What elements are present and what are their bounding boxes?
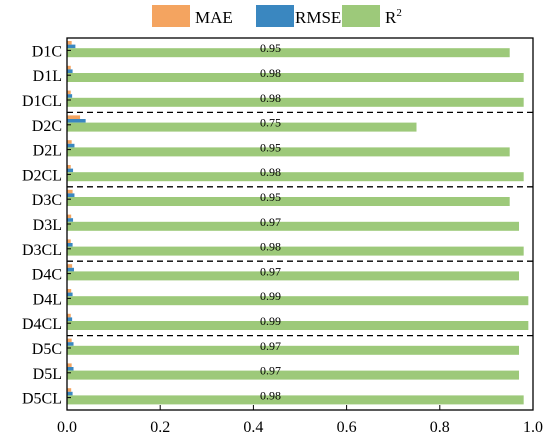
- y-tick-label-D3CL: D3CL: [22, 242, 62, 259]
- bar-r2-D5L: [67, 370, 520, 380]
- y-tick-label-D3L: D3L: [33, 217, 62, 234]
- x-tick-label-0.8: 0.8: [430, 419, 450, 436]
- bar-r2-D3L: [67, 221, 520, 231]
- x-tick-label-0.6: 0.6: [337, 419, 357, 436]
- data-label-D3L: 0.97: [260, 215, 281, 229]
- data-label-D4L: 0.99: [260, 289, 281, 303]
- bar-rmse-D2CL: [67, 168, 74, 173]
- bar-r2-D4CL: [67, 321, 529, 330]
- legend-label-rmse: RMSE: [295, 8, 341, 27]
- bar-rmse-D1C: [67, 44, 76, 49]
- bar-mae-D4CL: [67, 313, 71, 318]
- bar-rmse-D3L: [67, 218, 74, 222]
- group-separators: [67, 111, 533, 337]
- legend-swatch-mae: [152, 5, 190, 27]
- bar-r2-D5C: [67, 345, 520, 355]
- y-tick-label-D5CL: D5CL: [22, 391, 62, 408]
- bar-rmse-D2L: [67, 143, 75, 148]
- legend-label-mae: MAE: [195, 8, 233, 27]
- bar-rmse-D1L: [67, 69, 73, 73]
- y-tick-label-D3C: D3C: [32, 192, 62, 209]
- data-label-D4C: 0.97: [260, 264, 281, 278]
- bar-mae-D3C: [67, 189, 73, 194]
- data-label-D1C: 0.95: [260, 41, 281, 55]
- bar-mae-D1C: [67, 41, 72, 45]
- x-tick-label-1.0: 1.0: [523, 419, 543, 436]
- data-label-D2CL: 0.98: [260, 165, 281, 179]
- x-tick-label-0.2: 0.2: [150, 419, 170, 436]
- data-label-D2C: 0.75: [260, 116, 281, 130]
- data-label-D5CL: 0.98: [260, 388, 281, 402]
- bar-rmse-D3CL: [67, 243, 73, 247]
- bar-mae-D4L: [67, 289, 72, 293]
- y-tick-label-D1CL: D1CL: [22, 93, 62, 110]
- bar-rmse-D2C: [67, 119, 86, 123]
- y-tick-label-D2C: D2C: [32, 118, 62, 135]
- bar-rmse-D3C: [67, 193, 75, 197]
- bar-r2-D4L: [67, 296, 529, 306]
- data-label-D3C: 0.95: [260, 190, 281, 204]
- y-tick-label-D4L: D4L: [33, 291, 62, 308]
- bars: [67, 41, 529, 405]
- y-tick-label-D2L: D2L: [33, 143, 62, 160]
- bar-rmse-D4CL: [67, 317, 73, 321]
- bar-r2-D5CL: [67, 395, 524, 405]
- y-tick-label-D4CL: D4CL: [22, 316, 62, 333]
- data-labels: 0.95 0.98 0.98 0.75 0.95 0.98 0.95 0.97 0.98 0.97…: [260, 41, 281, 402]
- bar-mae-D3L: [67, 214, 72, 219]
- bar-mae-D5C: [67, 338, 72, 343]
- y-tick-label-D5C: D5C: [32, 341, 62, 358]
- bar-mae-D5L: [67, 363, 72, 367]
- bar-mae-D2L: [67, 140, 72, 144]
- bar-rmse-D5C: [67, 342, 74, 346]
- bar-rmse-D5CL: [67, 391, 73, 396]
- bar-r2-D1C: [67, 48, 510, 58]
- data-label-D4CL: 0.99: [260, 314, 281, 328]
- legend-swatch-rmse: [256, 5, 294, 27]
- bar-rmse-D5L: [67, 367, 74, 371]
- y-axis: D1C D1L D1CL D2C D2L D2CL D3C D3L D3CL D4C D4L D4CL…: [22, 43, 71, 408]
- y-tick-label-D2CL: D2CL: [22, 167, 62, 184]
- bar-mae-D2C: [67, 115, 81, 119]
- bar-rmse-D1CL: [67, 94, 73, 98]
- bar-mae-D2CL: [67, 165, 71, 169]
- y-tick-label-D4C: D4C: [32, 267, 62, 284]
- bar-mae-D1L: [67, 65, 71, 70]
- data-label-D3CL: 0.98: [260, 240, 281, 254]
- legend: MAE RMSE R2: [152, 5, 402, 27]
- bar-r2-D4C: [67, 271, 520, 281]
- x-tick-label-0.4: 0.4: [243, 419, 263, 436]
- data-label-D1CL: 0.98: [260, 91, 281, 105]
- y-tick-label-D5L: D5L: [33, 366, 62, 383]
- y-tick-label-D1C: D1C: [32, 43, 62, 60]
- data-label-D1L: 0.98: [260, 66, 281, 80]
- data-label-D5C: 0.97: [260, 339, 281, 353]
- legend-swatch-r2: [342, 5, 380, 27]
- bar-mae-D5CL: [67, 388, 72, 392]
- bar-r2-D1CL: [67, 97, 524, 107]
- bar-mae-D4C: [67, 264, 73, 268]
- y-tick-label-D1L: D1L: [33, 68, 62, 85]
- legend-label-r2: R2: [385, 7, 402, 27]
- bar-r2-D3C: [67, 197, 510, 206]
- bar-mae-D3CL: [67, 239, 71, 243]
- bar-r2-D1L: [67, 73, 524, 82]
- bar-mae-D1CL: [67, 90, 71, 95]
- bar-r2-D2C: [67, 122, 417, 132]
- x-tick-label-0.0: 0.0: [57, 419, 77, 436]
- bar-rmse-D4C: [67, 267, 74, 272]
- bar-r2-D3CL: [67, 246, 524, 256]
- bar-r2-D2CL: [67, 172, 524, 182]
- data-label-D5L: 0.97: [260, 364, 281, 378]
- bar-r2-D2L: [67, 147, 510, 157]
- data-label-D2L: 0.95: [260, 140, 281, 154]
- x-axis: 0.0 0.2 0.4 0.6 0.8 1.0: [57, 405, 543, 436]
- bar-rmse-D4L: [67, 292, 73, 297]
